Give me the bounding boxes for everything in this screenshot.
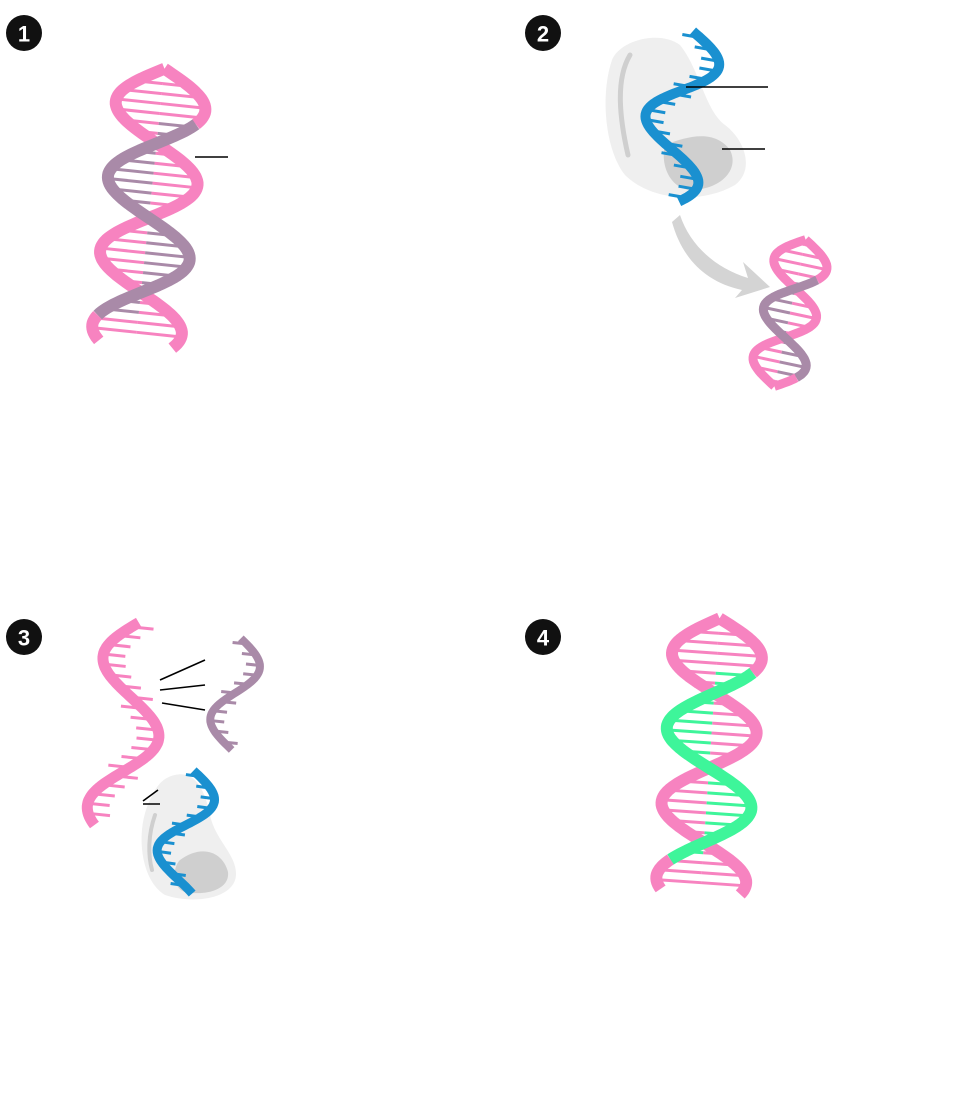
base-pair: [711, 731, 757, 738]
step-number: 1: [18, 22, 30, 47]
base-pair: [706, 801, 752, 808]
base-pair: [661, 798, 707, 805]
base-pair: [666, 728, 712, 735]
step-badge: 3: [6, 619, 42, 655]
strand: [206, 635, 264, 753]
helix: [748, 235, 832, 391]
helix: [650, 612, 768, 899]
base-pair: [136, 330, 182, 339]
base-pair: [656, 878, 702, 885]
helix: [640, 27, 725, 206]
helices: [81, 27, 832, 899]
leader-line: [159, 684, 206, 691]
base-pair: [160, 102, 206, 110]
strand: [81, 617, 165, 829]
leader-line: [142, 789, 159, 802]
strand: [660, 667, 758, 865]
helix: [206, 635, 264, 753]
step-number: 3: [18, 626, 30, 651]
protein-groove: [147, 813, 157, 872]
strand: [758, 275, 820, 382]
leader-line: [161, 702, 206, 711]
strand: [152, 767, 220, 897]
step-badge: 2: [525, 15, 561, 51]
base-pair: [717, 651, 762, 658]
protein-groove: [617, 52, 633, 158]
strand: [802, 236, 832, 284]
strand: [86, 310, 104, 346]
helix: [152, 767, 220, 897]
step-number: 2: [537, 22, 549, 47]
base-pair: [107, 176, 153, 185]
base-pair: [144, 251, 190, 259]
strand: [716, 613, 768, 678]
strand: [93, 119, 200, 320]
strand: [771, 373, 799, 391]
base-pair: [92, 326, 137, 334]
step-badge: 1: [6, 15, 42, 51]
helix: [81, 617, 165, 829]
strand: [650, 854, 674, 893]
base-pair: [116, 97, 161, 106]
step-number: 4: [537, 626, 550, 651]
base-pair: [152, 181, 198, 190]
strand: [94, 63, 204, 354]
base-pair: [672, 648, 718, 655]
helix: [86, 63, 212, 354]
base-pair: [100, 246, 146, 255]
step-badge: 4: [525, 619, 561, 655]
strand: [748, 235, 822, 390]
base-pair: [700, 881, 746, 888]
leader-line: [159, 659, 206, 681]
arrow: [672, 215, 770, 298]
strand: [161, 63, 212, 130]
strand: [640, 27, 725, 206]
